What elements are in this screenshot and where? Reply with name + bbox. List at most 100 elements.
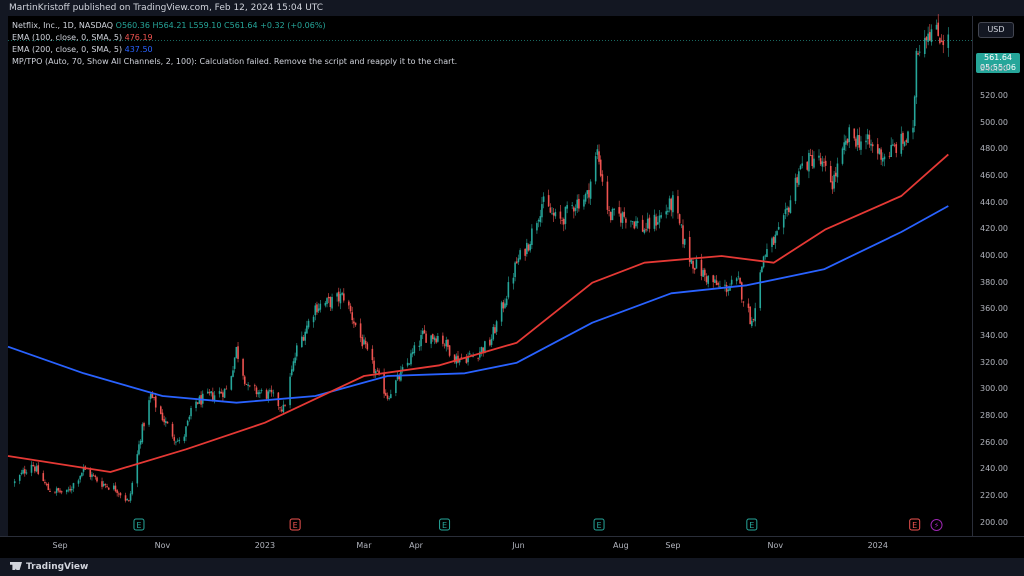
candle-body [571, 205, 573, 207]
y-tick-label: 240.00 [980, 464, 1008, 474]
event-marker-label: ⚡ [934, 521, 940, 530]
last-price-tag: 561.64 05:55:06 [976, 53, 1020, 73]
candle-body [72, 483, 75, 489]
candle-body [408, 363, 411, 365]
x-tick-label: Jun [512, 541, 525, 550]
ema100-line [7, 153, 949, 473]
candle-body [138, 444, 140, 455]
candle-body [131, 482, 134, 494]
candle-body [918, 51, 921, 53]
y-tick-label: 340.00 [980, 331, 1008, 340]
candle-body [443, 344, 446, 346]
candle-body [107, 487, 110, 490]
candle-body [212, 392, 214, 400]
candle-body [361, 337, 364, 347]
x-tick-label: Mar [356, 541, 372, 550]
candle-body [942, 40, 945, 46]
candle-body [912, 127, 914, 133]
candle-body [376, 370, 379, 372]
chart-legend: Netflix, Inc., 1D, NASDAQ O560.36 H564.2… [12, 20, 457, 68]
price-axis[interactable] [972, 16, 1024, 536]
candle-body [348, 301, 350, 306]
candle-body [233, 357, 236, 369]
candle-body [220, 392, 223, 394]
candle-body [42, 473, 45, 482]
candle-body [660, 215, 662, 218]
candle-body [561, 220, 563, 221]
candle-body [761, 266, 763, 273]
candle-body [925, 37, 928, 41]
candle-body [618, 207, 620, 214]
candle-body [695, 259, 698, 269]
candle-body [702, 270, 704, 277]
candle-body [149, 394, 152, 399]
candle-body [657, 222, 659, 225]
currency-button[interactable]: USD [978, 22, 1014, 38]
candle-body [178, 439, 181, 441]
candle-body [754, 308, 756, 322]
candle-body [371, 348, 374, 361]
candle-body [524, 248, 526, 256]
candle-body [136, 454, 139, 484]
candle-body [336, 293, 338, 297]
candle-body [678, 214, 681, 224]
published-text: MartinKristoff published on TradingView.… [9, 3, 324, 13]
candle-body [343, 293, 345, 301]
legend-ema200-row[interactable]: EMA (200, close, 0, SMA, 5) 437.50 [12, 44, 457, 56]
candle-body [883, 156, 886, 160]
candle-body [282, 404, 285, 413]
candle-body [823, 161, 825, 163]
candle-body [514, 262, 516, 278]
candle-body [646, 218, 649, 229]
published-header: MartinKristoff published on TradingView.… [0, 0, 1024, 16]
candle-body [764, 255, 767, 257]
legend-ema100-row[interactable]: EMA (100, close, 0, SMA, 5) 476.19 [12, 32, 457, 44]
candle-body [519, 250, 521, 260]
candle-body [301, 336, 303, 348]
legend-mp-tpo-row[interactable]: MP/TPO (Auto, 70, Show All Channels, 2, … [12, 56, 457, 68]
candle-body [20, 472, 23, 475]
candle-body [517, 258, 520, 263]
candle-body [128, 500, 130, 501]
candle-body [705, 276, 708, 283]
candle-body [658, 215, 661, 223]
candle-body [34, 466, 36, 472]
candle-body [598, 151, 600, 162]
candle-body [265, 389, 268, 399]
candle-body [541, 204, 543, 218]
candle-body [188, 416, 191, 420]
candle-body [893, 144, 896, 146]
candle-body [888, 155, 891, 157]
candle-body [670, 198, 673, 211]
legend-symbol-row[interactable]: Netflix, Inc., 1D, NASDAQ O560.36 H564.2… [12, 20, 457, 32]
event-marker-label: E [293, 521, 298, 530]
ema200-label: EMA (200, close, 0, SMA, 5) [12, 45, 123, 54]
candle-body [341, 292, 343, 295]
candle-body [655, 216, 657, 226]
candle-body [159, 406, 162, 414]
earnings-marker [289, 518, 301, 531]
earnings-marker [909, 518, 921, 531]
candle-body [876, 144, 879, 154]
candle-body [683, 238, 686, 245]
candle-body [213, 395, 216, 402]
ema100-label: EMA (100, close, 0, SMA, 5) [12, 33, 123, 42]
candle-body [242, 359, 244, 376]
time-axis[interactable] [0, 536, 1024, 558]
candle-body [630, 220, 632, 222]
candle-body [55, 488, 58, 493]
candle-body [806, 161, 809, 170]
candle-body [232, 370, 234, 377]
x-tick-label: 2023 [254, 541, 276, 550]
candle-body [586, 190, 589, 195]
candle-body [653, 214, 656, 229]
candle-body [304, 331, 306, 341]
chart-pane[interactable] [8, 16, 972, 536]
candle-body [337, 291, 340, 302]
earnings-marker [593, 518, 605, 531]
candle-body [398, 375, 401, 380]
tradingview-logo[interactable]: TradingView [10, 562, 88, 572]
candle-body [294, 357, 296, 363]
candle-body [13, 481, 16, 484]
